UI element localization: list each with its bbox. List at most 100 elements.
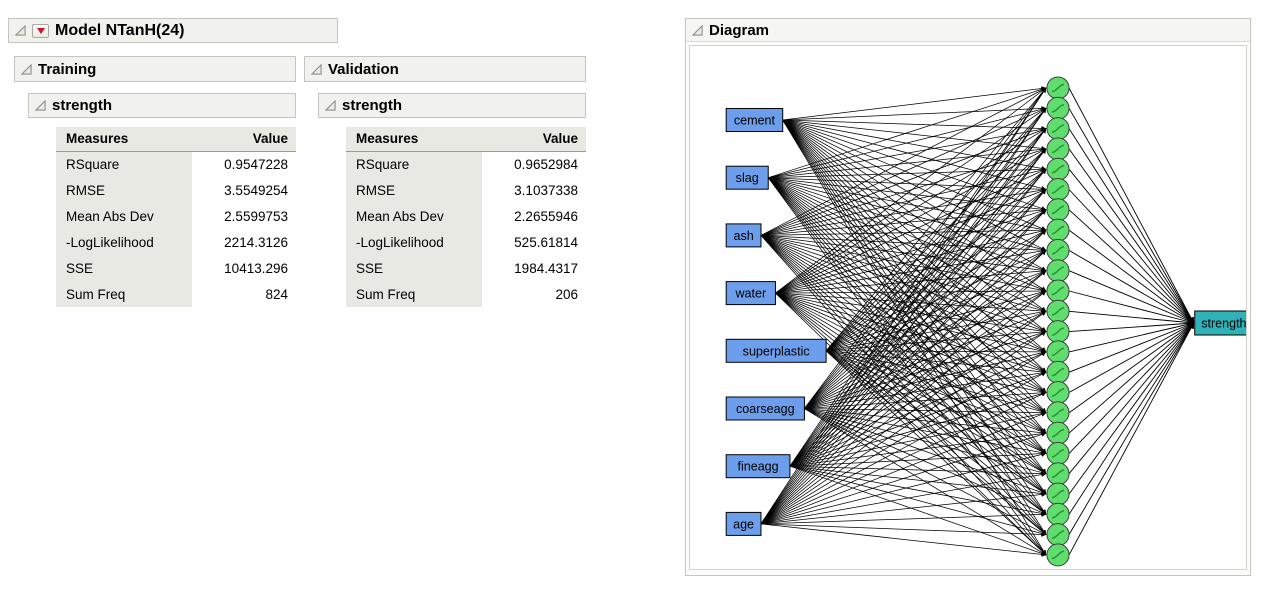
validation-strength-title: strength	[342, 97, 402, 114]
svg-text:slag: slag	[736, 171, 759, 185]
connection-line	[825, 350, 1047, 515]
connection-line	[804, 390, 1047, 409]
connection-line	[767, 177, 1047, 535]
measure-value: 2.2655946	[482, 203, 586, 229]
connection-line	[760, 512, 1047, 525]
tanh-curve-icon	[1051, 550, 1065, 560]
disclosure-icon[interactable]	[692, 24, 703, 36]
tanh-curve-icon	[1051, 489, 1065, 499]
tanh-curve-icon	[1051, 428, 1065, 438]
connection-line	[760, 432, 1047, 525]
disclosure-icon[interactable]	[21, 63, 32, 75]
measures-column-header: Measures	[346, 127, 482, 152]
connection-line	[768, 107, 1047, 179]
disclosure-icon[interactable]	[15, 25, 26, 36]
connection-line	[768, 177, 1047, 292]
measure-label: Sum Freq	[56, 281, 192, 307]
tanh-curve-icon	[1051, 246, 1065, 255]
diagram-panel: Diagram cement slag ash water superplastic co…	[685, 18, 1251, 576]
model-menu-button[interactable]	[32, 23, 49, 38]
connection-line	[760, 227, 1047, 236]
connection-line	[1068, 322, 1195, 434]
connection-line	[1068, 168, 1195, 324]
input-node-coarseagg: coarseagg	[725, 396, 805, 421]
connection-line	[760, 229, 1047, 525]
training-outline-header[interactable]: Training	[14, 56, 296, 82]
tanh-curve-icon	[1051, 509, 1065, 519]
training-strength-header[interactable]: strength	[28, 93, 296, 118]
tanh-curve-icon	[1051, 185, 1065, 194]
disclosure-icon[interactable]	[35, 100, 46, 111]
measure-value: 2.5599753	[192, 203, 296, 229]
connection-line	[804, 128, 1047, 409]
tanh-curve-icon	[1051, 306, 1065, 316]
measure-value: 3.5549254	[192, 177, 296, 203]
table-row: RSquare 0.9652984	[346, 151, 586, 177]
tanh-curve-icon	[1051, 286, 1065, 296]
hidden-node-tanh-9	[1046, 238, 1070, 262]
connection-line	[1068, 322, 1195, 515]
table-row: SSE 1984.4317	[346, 255, 586, 281]
connection-line	[789, 87, 1047, 467]
connection-line	[1068, 322, 1195, 414]
measure-label: Mean Abs Dev	[56, 203, 192, 229]
measures-column-header: Measures	[56, 127, 192, 152]
measure-label: Sum Freq	[346, 281, 482, 307]
connection-line	[760, 472, 1047, 525]
measure-label: -LogLikelihood	[56, 229, 192, 255]
connection-line	[782, 106, 1047, 121]
hidden-node-tanh-18	[1046, 421, 1070, 445]
connection-line	[782, 119, 1047, 191]
connection-line	[804, 290, 1047, 409]
connection-line	[782, 119, 1047, 414]
validation-strength-header[interactable]: strength	[318, 93, 586, 118]
connection-line	[775, 292, 1047, 314]
connection-line	[760, 331, 1047, 525]
svg-text:fineagg: fineagg	[737, 460, 778, 474]
connection-line	[782, 119, 1047, 171]
measure-label: SSE	[56, 255, 192, 281]
hidden-node-tanh-3	[1046, 117, 1070, 141]
validation-strength-section: strength Measures Value RSquare	[318, 93, 586, 307]
connection-line	[782, 119, 1047, 393]
connection-line	[782, 119, 1047, 373]
svg-text:strength: strength	[1201, 317, 1246, 331]
connection-line	[760, 523, 1047, 557]
connection-line	[760, 127, 1047, 236]
hidden-node-tanh-11	[1046, 279, 1070, 303]
connection-line	[782, 119, 1047, 495]
tanh-curve-icon	[1051, 144, 1065, 154]
validation-measures-table: Measures Value RSquare 0.9652984 RMSE	[346, 127, 586, 307]
hidden-node-tanh-14	[1046, 340, 1070, 364]
connection-line	[1068, 189, 1195, 324]
red-dropdown-triangle-icon	[36, 27, 45, 34]
connection-line	[775, 292, 1047, 434]
connection-line	[775, 208, 1047, 294]
table-row: -LogLikelihood 2214.3126	[56, 229, 296, 255]
hidden-node-tanh-24	[1046, 543, 1070, 567]
disclosure-icon[interactable]	[325, 100, 336, 111]
hidden-node-tanh-13	[1046, 320, 1070, 344]
input-node-ash: ash	[725, 223, 762, 248]
connection-line	[782, 119, 1047, 251]
validation-outline-header[interactable]: Validation	[304, 56, 586, 82]
hidden-node-tanh-15	[1046, 360, 1070, 384]
table-header-row: Measures Value	[346, 127, 586, 152]
disclosure-icon[interactable]	[311, 63, 322, 75]
input-node-superplastic: superplastic	[725, 338, 827, 363]
connection-line	[775, 292, 1047, 515]
table-row: -LogLikelihood 525.61814	[346, 229, 586, 255]
connection-line	[804, 107, 1047, 409]
svg-text:superplastic: superplastic	[743, 344, 810, 358]
connection-line	[760, 107, 1047, 525]
connection-line	[804, 148, 1047, 409]
hidden-node-tanh-2	[1046, 96, 1070, 120]
hidden-node-tanh-8	[1046, 218, 1070, 242]
diagram-outline-header[interactable]: Diagram	[686, 19, 1250, 42]
hidden-node-tanh-12	[1046, 299, 1070, 323]
tanh-curve-icon	[1051, 83, 1065, 93]
connection-line	[782, 119, 1047, 151]
connection-line	[760, 235, 1047, 313]
model-outline-header[interactable]: Model NTanH(24)	[8, 18, 338, 43]
connection-line	[775, 107, 1047, 294]
